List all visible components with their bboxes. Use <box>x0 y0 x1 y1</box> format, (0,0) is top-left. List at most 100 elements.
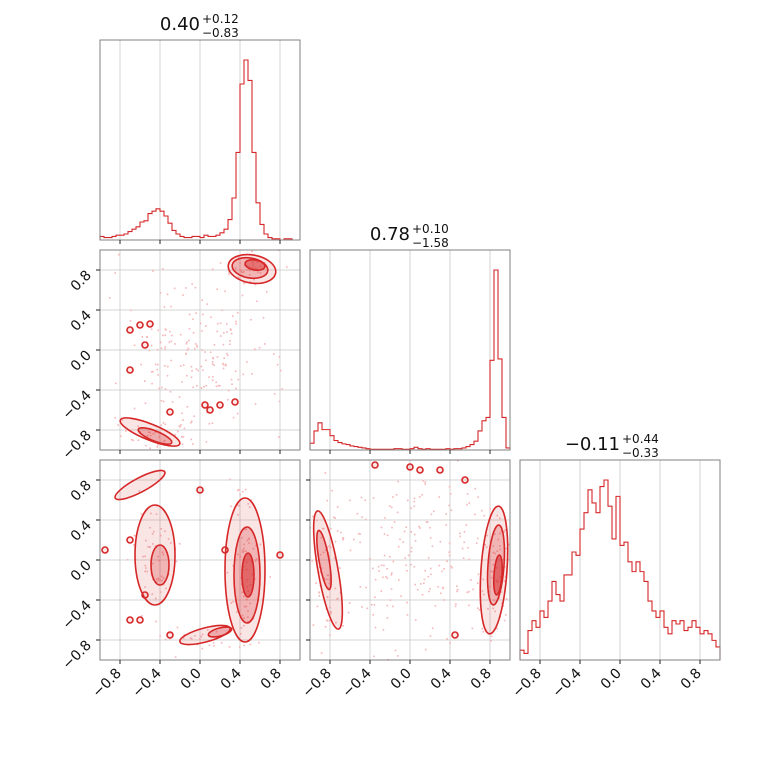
contour-level <box>461 476 469 484</box>
x-tick-label: 0.8 <box>258 666 285 693</box>
sample-point <box>247 610 249 612</box>
contour-level <box>126 536 134 544</box>
sample-point <box>252 547 255 550</box>
sample-point <box>392 605 394 608</box>
sample-point <box>169 542 172 544</box>
sample-point <box>419 527 421 529</box>
sample-point <box>413 497 416 500</box>
sample-point <box>179 333 182 336</box>
sample-point <box>193 347 196 350</box>
sample-point <box>461 547 464 550</box>
sample-point <box>243 644 246 647</box>
sample-point <box>243 617 245 619</box>
x-tick-label: 0.8 <box>678 666 705 693</box>
sample-point <box>196 643 199 646</box>
sample-point <box>448 551 451 553</box>
sample-point <box>259 272 262 274</box>
sample-point <box>162 577 165 579</box>
sample-point <box>281 388 283 390</box>
sample-point <box>247 502 250 505</box>
sample-point <box>157 555 159 558</box>
sample-point <box>454 605 457 608</box>
sample-point <box>429 567 432 570</box>
sample-point <box>255 300 258 303</box>
sample-point <box>242 281 245 284</box>
sample-point <box>120 435 122 438</box>
sample-point <box>144 586 146 588</box>
sample-point <box>328 619 331 622</box>
sample-point <box>185 342 188 345</box>
sample-point <box>468 604 470 607</box>
sample-point <box>187 347 190 350</box>
sample-point <box>192 386 195 389</box>
sample-point <box>162 400 165 403</box>
sample-point <box>185 374 188 377</box>
sample-point <box>149 546 151 548</box>
sample-point <box>494 552 496 555</box>
sample-point <box>171 334 173 337</box>
sample-point <box>383 554 386 557</box>
sample-point <box>492 551 495 554</box>
sample-point <box>505 597 508 600</box>
sample-point <box>252 267 254 270</box>
sample-point <box>150 328 153 331</box>
sample-point <box>183 634 185 636</box>
sample-point <box>207 629 209 631</box>
x-tick-label: −0.4 <box>339 665 374 700</box>
sample-point <box>312 515 314 518</box>
sample-point <box>475 542 478 544</box>
sample-point <box>141 336 144 338</box>
sample-point <box>200 635 203 638</box>
sample-point <box>192 318 194 321</box>
contour-level <box>126 616 134 624</box>
sample-point <box>323 577 326 580</box>
sample-point <box>258 641 260 644</box>
sample-point <box>181 443 184 446</box>
sample-point <box>246 599 249 601</box>
sample-point <box>139 430 141 433</box>
sample-point <box>249 281 252 283</box>
sample-point <box>380 564 383 567</box>
sample-point <box>180 424 182 426</box>
sample-point <box>466 503 468 506</box>
sample-point <box>217 322 219 325</box>
sample-point <box>140 513 143 515</box>
sample-point <box>196 346 199 348</box>
sample-point <box>163 306 166 308</box>
sample-point <box>414 619 417 621</box>
x-tick-label: 0.0 <box>178 666 205 693</box>
y-tick-label: 0.8 <box>68 478 95 505</box>
sample-point <box>481 509 483 512</box>
sample-point <box>144 380 146 382</box>
sample-point <box>445 513 448 515</box>
sample-point <box>161 386 163 389</box>
sample-point <box>497 538 500 541</box>
sample-point <box>215 381 217 384</box>
sample-point <box>164 334 167 337</box>
sample-point <box>476 582 479 585</box>
sample-point <box>200 365 203 368</box>
sample-point <box>373 655 375 658</box>
sample-point <box>322 551 325 554</box>
sample-point <box>505 547 508 550</box>
sample-point <box>482 578 485 581</box>
sample-point <box>413 533 416 536</box>
sample-point <box>429 537 432 539</box>
y-tick-label: −0.8 <box>59 638 94 673</box>
sample-point <box>156 368 159 371</box>
sample-point <box>414 583 416 586</box>
sample-point <box>383 564 385 567</box>
sample-point <box>392 496 394 498</box>
sample-point <box>175 560 178 563</box>
sample-point <box>145 444 147 447</box>
sample-point <box>493 599 496 602</box>
contour-level <box>134 504 176 606</box>
sample-point <box>194 286 197 289</box>
sample-point <box>228 646 231 648</box>
sample-point <box>328 582 331 585</box>
sample-point <box>431 545 434 548</box>
sample-point <box>329 634 331 637</box>
sample-point <box>158 559 160 562</box>
sample-point <box>220 335 222 337</box>
sample-point <box>503 580 506 583</box>
